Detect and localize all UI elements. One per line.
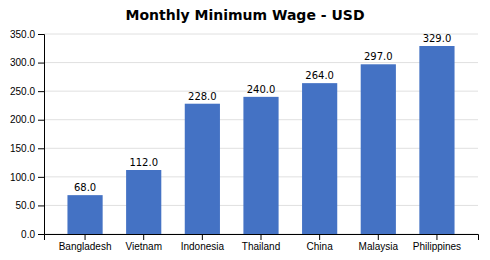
data-label: 68.0 — [74, 182, 96, 193]
tick: Vietnam — [125, 234, 162, 252]
tick-label: Indonesia — [181, 241, 225, 252]
tick-mark — [319, 234, 320, 240]
tick: 300.0 — [10, 57, 44, 68]
tick-mark — [38, 120, 44, 121]
tick-mark — [261, 234, 262, 240]
tick-mark — [378, 234, 379, 240]
tick-mark — [38, 148, 44, 149]
tick: Philippines — [413, 234, 461, 252]
grid — [44, 34, 478, 234]
tick-mark — [202, 234, 203, 240]
tick-mark — [38, 205, 44, 206]
tick-mark — [38, 34, 44, 35]
tick-label: China — [307, 241, 334, 252]
tick: Thailand — [242, 234, 280, 252]
data-label: 112.0 — [129, 157, 158, 168]
tick-label: 300.0 — [10, 57, 35, 68]
tick-label: 150.0 — [10, 143, 35, 154]
grid-line — [44, 62, 478, 63]
x-axis: Bangladesh Vietnam Indonesia Thailand China M… — [45, 234, 479, 252]
tick-label: 0.0 — [21, 229, 35, 240]
grid-line — [44, 34, 478, 35]
bar — [243, 97, 278, 234]
title: Monthly Minimum Wage - USD — [125, 7, 364, 23]
bar — [302, 83, 337, 234]
tick: 250.0 — [10, 86, 44, 97]
data-label: 329.0 — [423, 33, 452, 44]
data-labels: 68.0 112.0 228.0 240.0 264.0 297.0 329.0 — [74, 33, 451, 193]
tick: China — [307, 234, 334, 252]
tick: 150.0 — [10, 143, 44, 154]
axis-line — [45, 235, 479, 241]
data-label: 264.0 — [305, 70, 334, 81]
bar — [361, 64, 396, 234]
tick-label: 200.0 — [10, 114, 35, 125]
data-label: 297.0 — [364, 51, 393, 62]
tick: 0.0 — [21, 229, 44, 240]
tick: Bangladesh — [59, 234, 112, 252]
bar — [126, 170, 161, 234]
tick-label: 350.0 — [10, 29, 35, 40]
tick-label: 100.0 — [10, 172, 35, 183]
tick-label: 50.0 — [16, 200, 36, 211]
tick-label: Malaysia — [359, 241, 399, 252]
tick-label: Philippines — [413, 241, 461, 252]
bar — [67, 195, 102, 234]
data-label: 240.0 — [247, 84, 276, 95]
y-axis: 0.0 50.0 100.0 150.0 200.0 250.0 300.0 350.0 — [10, 29, 45, 240]
tick-mark — [85, 234, 86, 240]
tick-label: Thailand — [242, 241, 280, 252]
tick-mark — [436, 234, 437, 240]
plot: 0.0 50.0 100.0 150.0 200.0 250.0 300.0 350.0 Ban… — [10, 29, 479, 252]
tick: Malaysia — [359, 234, 399, 252]
axis-line — [38, 35, 45, 235]
tick-mark — [143, 234, 144, 240]
tick: Indonesia — [181, 234, 225, 252]
tick-mark — [38, 234, 44, 235]
chart: 0.0 50.0 100.0 150.0 200.0 250.0 300.0 350.0 Ban… — [0, 0, 490, 260]
tick: 350.0 — [10, 29, 44, 40]
data-label: 228.0 — [188, 91, 217, 102]
bars — [67, 46, 454, 234]
tick: 100.0 — [10, 172, 44, 183]
tick-mark — [38, 91, 44, 92]
tick-label: Bangladesh — [59, 241, 112, 252]
tick: 200.0 — [10, 114, 44, 125]
bar — [185, 104, 220, 234]
tick: 50.0 — [16, 200, 44, 211]
tick-label: 250.0 — [10, 86, 35, 97]
tick-mark — [38, 177, 44, 178]
bar — [419, 46, 454, 234]
tick-mark — [38, 63, 44, 64]
tick-label: Vietnam — [125, 241, 162, 252]
